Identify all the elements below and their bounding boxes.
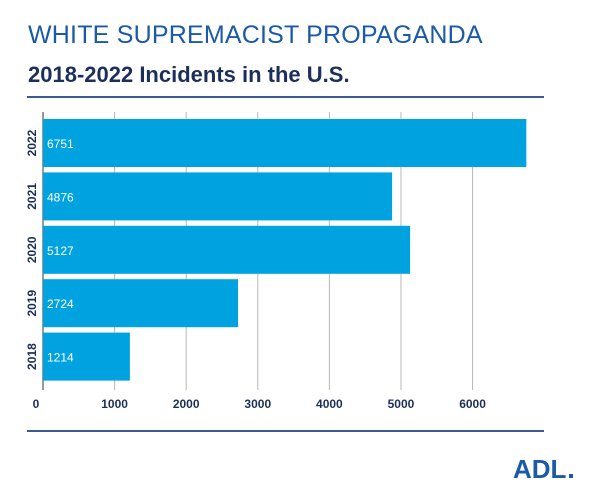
y-tick-label-2019: 2019 [25,290,39,317]
x-tick-label-5000: 5000 [388,397,415,411]
bar-2019 [43,279,239,328]
x-tick-label-2000: 2000 [173,397,200,411]
top-divider [27,96,544,98]
y-tick-label-2021: 2021 [25,183,39,210]
y-tick-label-2018: 2018 [25,343,39,370]
x-tick-label-6000: 6000 [459,397,486,411]
bar-value-label-2018: 1214 [47,351,74,365]
x-tick-label-4000: 4000 [316,397,343,411]
adl-logo-dot [569,474,573,478]
y-tick-label-2022: 2022 [25,129,39,156]
chart-subtitle: 2018-2022 Incidents in the U.S. [28,62,350,87]
chart-title: WHITE SUPREMACIST PROPAGANDA [28,21,483,49]
bar-2022 [43,119,527,167]
x-tick-label-1000: 1000 [101,397,128,411]
bar-2021 [43,172,393,221]
bottom-divider [27,430,544,432]
adl-logo: ADL [513,454,573,484]
y-tick-label-2020: 2020 [25,236,39,263]
bar-value-label-2022: 6751 [47,137,74,151]
bar-value-label-2021: 4876 [47,190,74,204]
bar-2020 [43,225,411,274]
bar-value-label-2020: 5127 [47,244,74,258]
bar-value-label-2019: 2724 [47,297,74,311]
bar-2018 [43,332,130,381]
x-tick-label-3000: 3000 [244,397,271,411]
x-tick-label-0: 0 [33,397,40,411]
bar-chart: 6751 2022 4876 2021 5127 2020 2724 2019 1214 2018… [25,112,527,411]
adl-logo-text: ADL [513,454,567,484]
